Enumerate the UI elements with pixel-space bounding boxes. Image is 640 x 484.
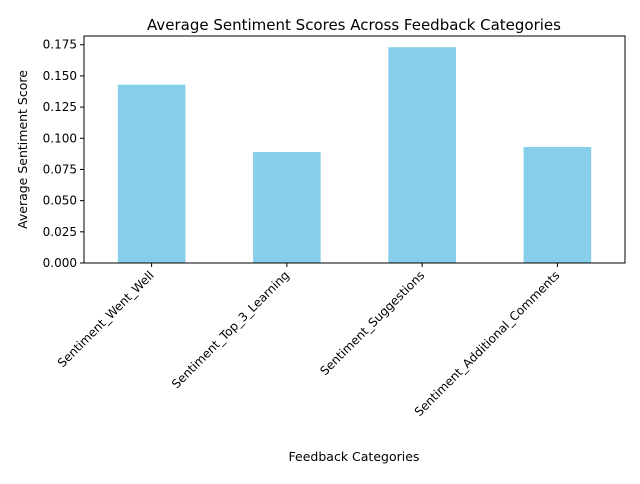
y-tick-label: 0.000 — [43, 256, 77, 270]
y-tick-label: 0.125 — [43, 100, 77, 114]
chart-title: Average Sentiment Scores Across Feedback… — [147, 16, 561, 34]
y-axis-ticks: 0.000 0.025 0.050 0.075 0.100 0.125 0.150 0.175 — [43, 38, 84, 270]
y-tick-label: 0.050 — [43, 194, 77, 208]
x-tick-label: Sentiment_Additional_Comments — [412, 268, 563, 419]
bar-sentiment-suggestions — [388, 47, 456, 263]
y-axis-label: Average Sentiment Score — [15, 70, 30, 229]
bar-sentiment-additional-comments — [523, 147, 592, 263]
y-tick-label: 0.075 — [43, 162, 77, 176]
x-tick-label: Sentiment_Top_3_Learning — [169, 268, 292, 391]
y-tick-label: 0.100 — [43, 131, 77, 145]
plot-frame — [83, 35, 626, 264]
y-tick-label: 0.025 — [43, 225, 77, 239]
y-tick-label: 0.150 — [43, 69, 77, 83]
x-tick-label: Sentiment_Suggestions — [317, 268, 427, 378]
bar-sentiment-went-well — [117, 84, 186, 264]
x-axis-label: Feedback Categories — [289, 449, 420, 464]
x-axis-ticks: Sentiment_Went_Well Sentiment_Top_3_Learn… — [55, 263, 563, 419]
bars-group — [117, 47, 592, 264]
x-tick-label: Sentiment_Went_Well — [55, 268, 157, 370]
bar-sentiment-top-3-learning — [253, 151, 321, 263]
y-tick-label: 0.175 — [43, 38, 77, 52]
